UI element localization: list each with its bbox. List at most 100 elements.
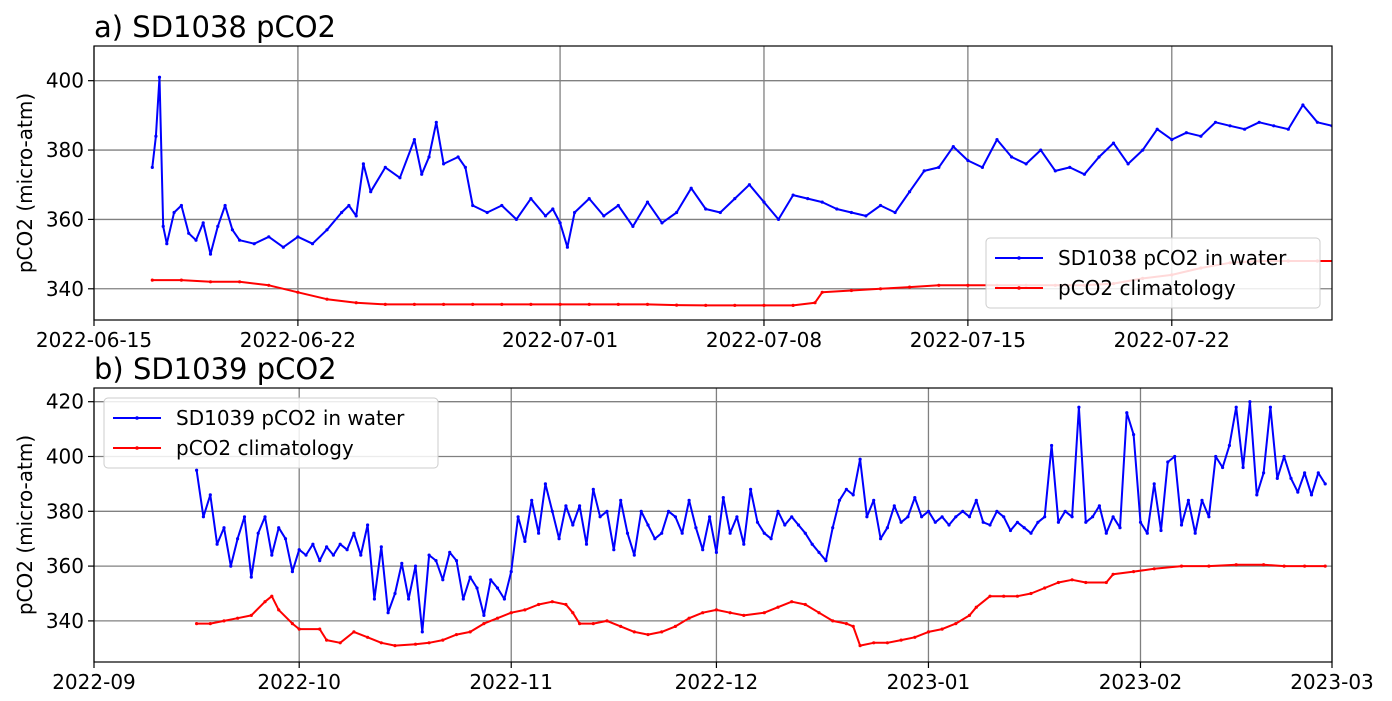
data-point: [817, 550, 821, 555]
data-point: [454, 559, 459, 563]
data-point: [755, 520, 760, 524]
data-point: [1213, 120, 1218, 124]
data-point: [791, 303, 795, 307]
data-point: [653, 537, 657, 541]
data-point: [892, 504, 896, 508]
data-point: [666, 509, 671, 513]
data-point: [1316, 471, 1320, 475]
data-point: [824, 559, 828, 563]
data-point: [249, 613, 253, 618]
data-point: [728, 531, 732, 535]
data-point: [1374, 259, 1377, 262]
y-tick-label: 400: [46, 445, 84, 469]
data-point: [1125, 411, 1129, 415]
data-point: [1111, 572, 1115, 576]
data-point: [407, 597, 411, 601]
data-point: [1043, 515, 1047, 519]
data-point: [951, 145, 955, 149]
data-point: [338, 542, 342, 546]
data-point: [236, 537, 240, 541]
data-point: [1132, 433, 1136, 437]
data-point: [1159, 528, 1163, 533]
data-point: [762, 303, 766, 307]
data-point: [639, 509, 643, 513]
data-point: [728, 611, 732, 615]
data-point: [359, 553, 363, 557]
data-point: [591, 622, 595, 626]
data-point: [1063, 509, 1067, 513]
data-point: [516, 515, 520, 519]
data-point: [762, 611, 766, 615]
data-point: [1050, 443, 1054, 448]
data-point: [290, 570, 294, 574]
data-point: [660, 221, 664, 225]
series-climatology: [195, 563, 1327, 648]
series-line: [195, 400, 1327, 633]
data-point: [325, 638, 329, 642]
data-point: [810, 542, 814, 546]
x-tick-label: 2022-12: [675, 670, 759, 694]
x-tick-label: 2022-06-15: [36, 328, 152, 352]
data-point: [290, 622, 294, 626]
data-point: [980, 165, 985, 169]
data-point: [835, 207, 839, 211]
data-point: [967, 613, 972, 618]
data-point: [537, 602, 541, 607]
data-point: [1184, 131, 1188, 135]
data-point: [537, 531, 541, 535]
data-point: [790, 600, 794, 604]
data-point: [1056, 580, 1060, 585]
x-tick-label: 2022-07-08: [706, 328, 822, 352]
data-point: [831, 526, 835, 530]
data-point: [297, 627, 301, 631]
data-point: [783, 523, 787, 527]
data-point: [995, 138, 999, 142]
data-point: [229, 564, 233, 568]
legend-marker: [135, 446, 139, 450]
data-point: [680, 531, 684, 535]
data-point: [442, 302, 446, 306]
x-tick-label: 2022-10: [257, 670, 341, 694]
data-point: [899, 638, 903, 642]
data-point: [263, 515, 267, 519]
data-point: [718, 210, 722, 215]
data-point: [747, 183, 752, 187]
data-point: [1022, 526, 1026, 530]
data-point: [920, 515, 924, 519]
x-tick-label: 2022-09: [52, 670, 136, 694]
data-point: [1241, 465, 1245, 470]
data-point: [790, 515, 794, 519]
data-point: [1170, 138, 1174, 142]
data-point: [631, 224, 635, 228]
data-point: [675, 210, 679, 215]
data-point: [1315, 120, 1319, 124]
legend-box: [985, 237, 1321, 309]
data-point: [1296, 490, 1300, 494]
data-point: [372, 597, 376, 601]
data-point: [1179, 564, 1184, 568]
data-point: [571, 611, 575, 615]
data-point: [514, 217, 519, 221]
data-point: [844, 622, 849, 626]
data-point: [646, 633, 650, 637]
y-axis-label: pCO2 (micro-atm): [13, 93, 37, 273]
data-point: [413, 564, 418, 568]
legend-box: [103, 397, 439, 469]
data-point: [215, 542, 219, 546]
data-point: [954, 515, 958, 519]
data-point: [947, 523, 951, 527]
data-point: [1179, 523, 1184, 527]
data-point: [150, 278, 154, 282]
data-point: [1257, 120, 1261, 124]
data-point: [820, 200, 824, 204]
data-point: [587, 302, 591, 306]
x-tick-label: 2023-02: [1099, 670, 1183, 694]
data-point: [1234, 405, 1238, 409]
data-point: [1097, 504, 1101, 508]
data-point: [398, 176, 402, 180]
legend-label: SD1038 pCO2 in water: [1058, 246, 1287, 270]
data-point: [625, 531, 630, 535]
data-point: [974, 498, 978, 502]
data-point: [420, 172, 424, 176]
data-point: [1186, 498, 1190, 502]
